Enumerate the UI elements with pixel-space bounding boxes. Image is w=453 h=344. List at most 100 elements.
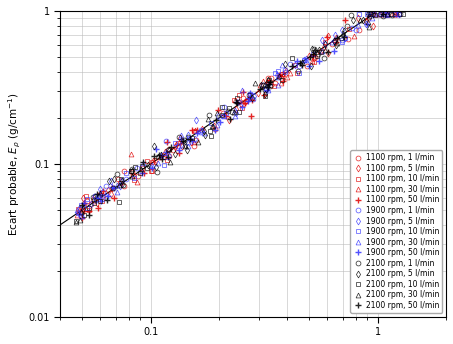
2100 rpm, 5 l/min: [309, 47, 314, 51]
1100 rpm, 50 l/min: [81, 209, 87, 213]
1900 rpm, 1 l/min: [163, 139, 168, 143]
Line: 2100 rpm, 1 l/min: 2100 rpm, 1 l/min: [87, 12, 403, 210]
2100 rpm, 10 l/min: [219, 105, 225, 109]
1900 rpm, 10 l/min: [365, 12, 370, 17]
2100 rpm, 50 l/min: [267, 82, 272, 86]
1900 rpm, 30 l/min: [149, 163, 154, 167]
2100 rpm, 10 l/min: [289, 56, 295, 60]
2100 rpm, 5 l/min: [299, 61, 305, 65]
1900 rpm, 30 l/min: [115, 190, 120, 194]
1900 rpm, 1 l/min: [123, 176, 129, 181]
2100 rpm, 1 l/min: [398, 12, 403, 17]
1100 rpm, 10 l/min: [247, 93, 252, 97]
1900 rpm, 30 l/min: [118, 178, 124, 182]
1900 rpm, 50 l/min: [109, 185, 115, 189]
2100 rpm, 10 l/min: [388, 12, 393, 17]
2100 rpm, 5 l/min: [202, 133, 207, 137]
1900 rpm, 50 l/min: [246, 96, 251, 100]
2100 rpm, 30 l/min: [252, 81, 258, 85]
2100 rpm, 50 l/min: [289, 64, 295, 68]
2100 rpm, 30 l/min: [209, 124, 215, 128]
1900 rpm, 50 l/min: [178, 137, 183, 141]
Line: 1100 rpm, 5 l/min: 1100 rpm, 5 l/min: [78, 16, 376, 215]
1100 rpm, 10 l/min: [82, 204, 87, 208]
1100 rpm, 50 l/min: [241, 89, 246, 94]
2100 rpm, 5 l/min: [350, 18, 356, 22]
1900 rpm, 50 l/min: [159, 153, 164, 157]
1100 rpm, 50 l/min: [265, 80, 271, 85]
1100 rpm, 1 l/min: [140, 166, 145, 170]
2100 rpm, 5 l/min: [120, 179, 125, 183]
1900 rpm, 30 l/min: [214, 123, 220, 128]
1100 rpm, 50 l/min: [333, 40, 338, 44]
1100 rpm, 5 l/min: [233, 107, 239, 111]
2100 rpm, 30 l/min: [158, 152, 164, 156]
2100 rpm, 50 l/min: [311, 52, 316, 56]
1900 rpm, 5 l/min: [251, 94, 257, 98]
2100 rpm, 1 l/min: [181, 138, 186, 142]
2100 rpm, 50 l/min: [165, 155, 170, 159]
2100 rpm, 50 l/min: [187, 137, 193, 141]
1100 rpm, 10 l/min: [131, 178, 137, 182]
2100 rpm, 10 l/min: [189, 136, 195, 140]
2100 rpm, 30 l/min: [74, 220, 79, 224]
2100 rpm, 10 l/min: [137, 171, 143, 175]
1100 rpm, 30 l/min: [134, 180, 140, 184]
1900 rpm, 1 l/min: [349, 25, 355, 30]
1100 rpm, 50 l/min: [342, 18, 347, 22]
1900 rpm, 5 l/min: [319, 38, 324, 42]
1100 rpm, 5 l/min: [105, 188, 111, 192]
1100 rpm, 5 l/min: [109, 186, 115, 190]
2100 rpm, 1 l/min: [226, 109, 231, 114]
2100 rpm, 5 l/min: [119, 182, 125, 186]
1100 rpm, 30 l/min: [177, 139, 183, 143]
1900 rpm, 30 l/min: [140, 161, 145, 165]
2100 rpm, 1 l/min: [389, 13, 395, 17]
2100 rpm, 5 l/min: [308, 64, 313, 68]
2100 rpm, 5 l/min: [183, 143, 188, 147]
1900 rpm, 10 l/min: [273, 71, 278, 75]
1100 rpm, 10 l/min: [396, 12, 401, 17]
1100 rpm, 1 l/min: [269, 75, 274, 79]
1900 rpm, 30 l/min: [186, 140, 191, 144]
2100 rpm, 50 l/min: [234, 100, 239, 104]
1100 rpm, 1 l/min: [272, 81, 278, 85]
1100 rpm, 30 l/min: [279, 81, 284, 85]
1100 rpm, 30 l/min: [163, 149, 168, 153]
2100 rpm, 10 l/min: [128, 169, 134, 173]
1100 rpm, 1 l/min: [121, 184, 126, 188]
1100 rpm, 30 l/min: [284, 67, 289, 72]
1900 rpm, 50 l/min: [366, 12, 371, 17]
2100 rpm, 1 l/min: [176, 136, 182, 140]
1900 rpm, 30 l/min: [275, 75, 281, 79]
1100 rpm, 10 l/min: [265, 80, 271, 84]
2100 rpm, 5 l/min: [366, 12, 371, 17]
2100 rpm, 1 l/min: [345, 24, 350, 28]
2100 rpm, 5 l/min: [371, 12, 376, 17]
1900 rpm, 50 l/min: [212, 128, 218, 132]
1100 rpm, 10 l/min: [371, 12, 376, 17]
2100 rpm, 30 l/min: [334, 41, 340, 45]
2100 rpm, 50 l/min: [265, 85, 270, 89]
1100 rpm, 1 l/min: [116, 177, 121, 181]
1900 rpm, 10 l/min: [392, 12, 398, 17]
1100 rpm, 30 l/min: [260, 79, 266, 84]
1900 rpm, 30 l/min: [79, 214, 84, 218]
1100 rpm, 50 l/min: [164, 140, 170, 144]
1100 rpm, 30 l/min: [233, 98, 238, 103]
1900 rpm, 10 l/min: [78, 203, 83, 207]
1900 rpm, 50 l/min: [153, 147, 159, 151]
1900 rpm, 1 l/min: [282, 67, 288, 72]
1100 rpm, 50 l/min: [82, 201, 87, 205]
2100 rpm, 10 l/min: [367, 12, 372, 17]
1100 rpm, 5 l/min: [255, 91, 261, 95]
1100 rpm, 10 l/min: [117, 181, 123, 185]
2100 rpm, 50 l/min: [380, 12, 386, 17]
1900 rpm, 10 l/min: [123, 171, 129, 175]
1100 rpm, 50 l/min: [159, 153, 164, 158]
2100 rpm, 5 l/min: [249, 96, 255, 100]
1900 rpm, 30 l/min: [233, 114, 238, 118]
1900 rpm, 5 l/min: [167, 154, 172, 158]
1900 rpm, 5 l/min: [103, 195, 108, 199]
1900 rpm, 1 l/min: [93, 194, 98, 198]
